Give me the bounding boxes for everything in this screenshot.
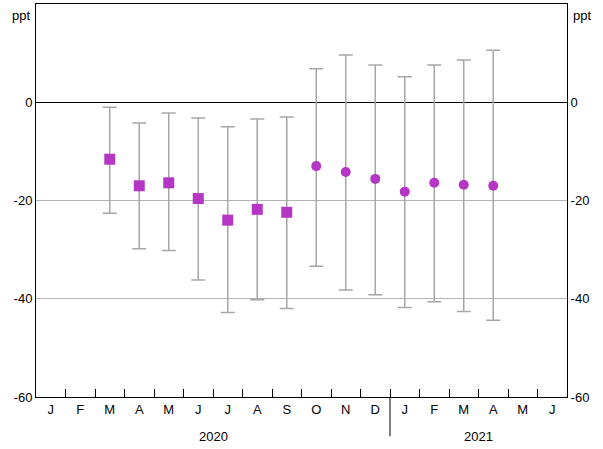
svg-text:-20: -20 xyxy=(14,193,33,208)
svg-text:S: S xyxy=(282,402,291,417)
svg-text:-60: -60 xyxy=(14,390,33,405)
svg-text:O: O xyxy=(311,402,321,417)
svg-text:J: J xyxy=(225,402,232,417)
svg-text:J: J xyxy=(402,402,409,417)
svg-text:M: M xyxy=(104,402,115,417)
svg-text:F: F xyxy=(76,402,84,417)
svg-text:J: J xyxy=(195,402,202,417)
svg-text:A: A xyxy=(489,402,498,417)
svg-text:ppt: ppt xyxy=(573,8,591,23)
svg-text:0: 0 xyxy=(571,95,578,110)
svg-text:-60: -60 xyxy=(571,390,590,405)
svg-text:N: N xyxy=(341,402,350,417)
svg-text:-40: -40 xyxy=(571,291,590,306)
svg-text:A: A xyxy=(135,402,144,417)
svg-text:M: M xyxy=(458,402,469,417)
svg-text:0: 0 xyxy=(25,95,32,110)
svg-text:-20: -20 xyxy=(571,193,590,208)
svg-text:J: J xyxy=(48,402,55,417)
svg-text:-40: -40 xyxy=(14,291,33,306)
svg-text:A: A xyxy=(253,402,262,417)
svg-text:D: D xyxy=(371,402,380,417)
svg-text:M: M xyxy=(163,402,174,417)
svg-text:2021: 2021 xyxy=(464,429,493,444)
svg-text:ppt: ppt xyxy=(12,8,30,23)
svg-text:J: J xyxy=(549,402,556,417)
svg-text:F: F xyxy=(430,402,438,417)
svg-text:M: M xyxy=(517,402,528,417)
svg-text:2020: 2020 xyxy=(199,429,228,444)
